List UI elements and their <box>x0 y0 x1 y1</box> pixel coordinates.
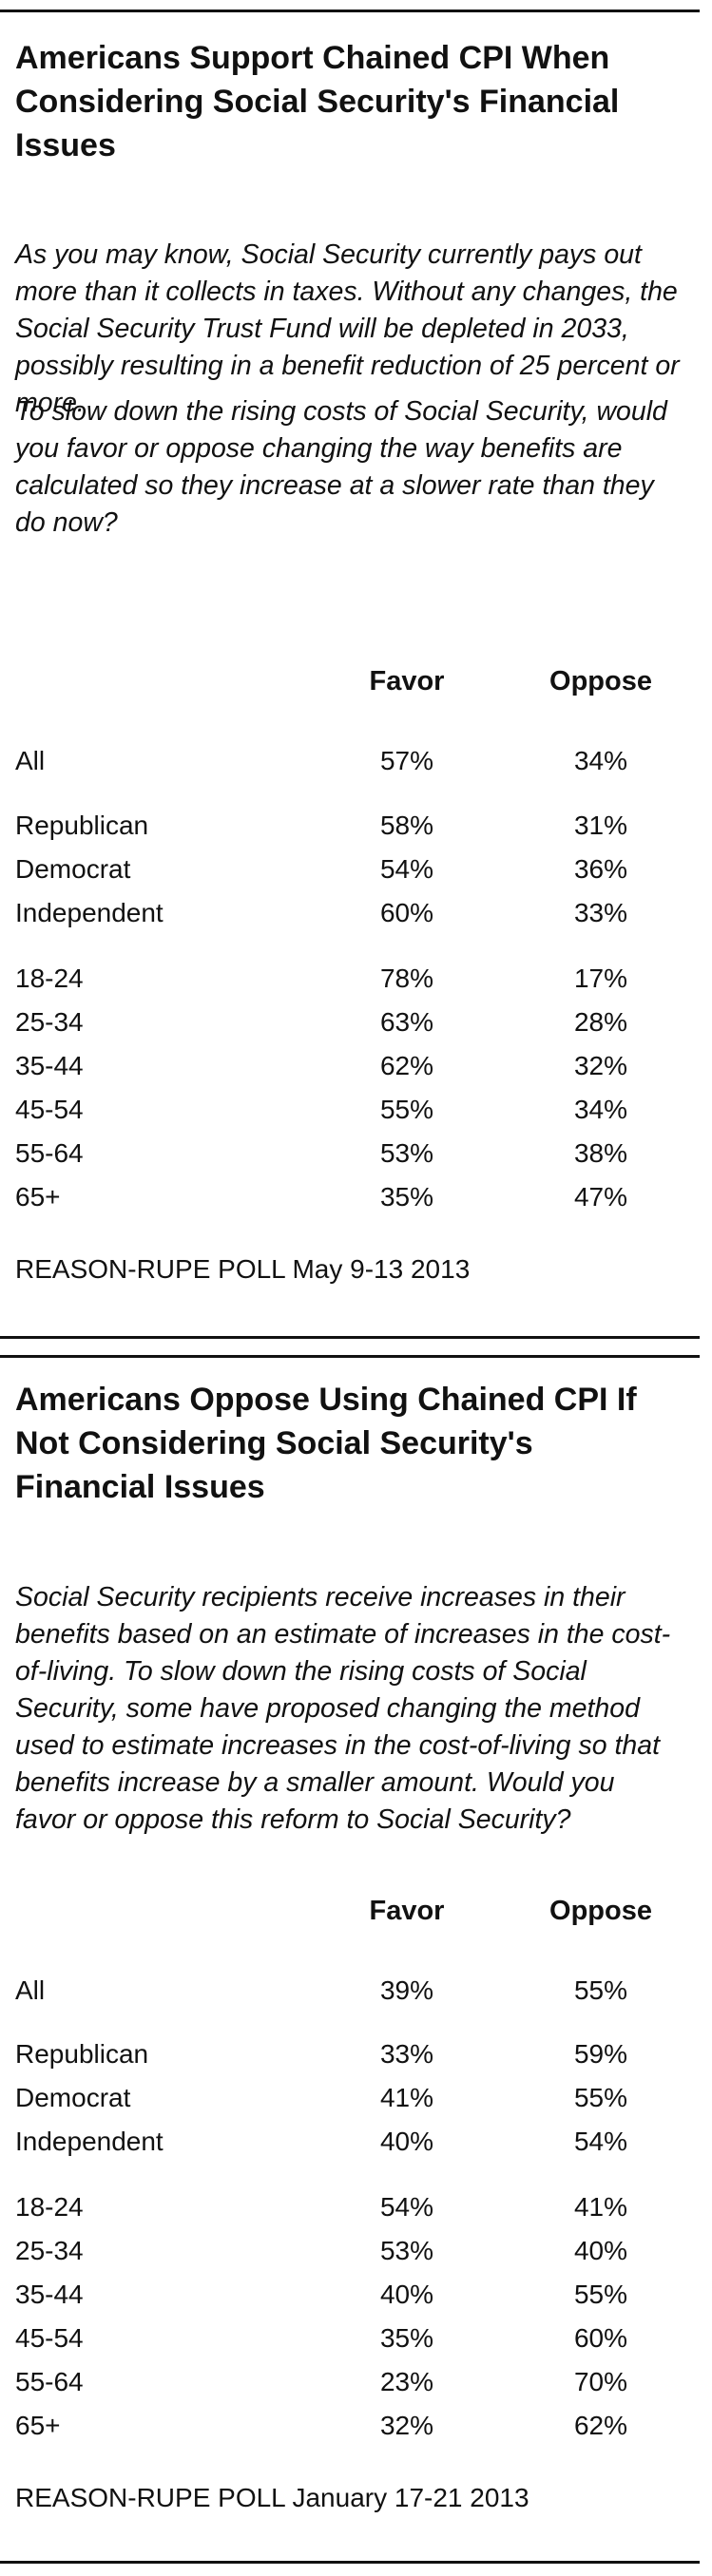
poll-source: REASON-RUPE POLL May 9-13 2013 <box>15 1254 471 1284</box>
favor-value: 35% <box>379 1182 434 1212</box>
row-label: 25-34 <box>15 2236 84 2265</box>
table-row: 35-44 62% 32% <box>0 1047 712 1085</box>
oppose-value: 47% <box>573 1182 628 1212</box>
table-row: 25-34 53% 40% <box>0 2232 712 2270</box>
bottom-rule-section-2 <box>0 2561 700 2564</box>
table-row: 55-64 23% 70% <box>0 2363 712 2401</box>
poll-source: REASON-RUPE POLL January 17-21 2013 <box>15 2483 529 2512</box>
favor-value: 53% <box>379 1138 434 1168</box>
table-row: 45-54 55% 34% <box>0 1091 712 1129</box>
favor-value: 32% <box>379 2411 434 2440</box>
row-label: 25-34 <box>15 1007 84 1037</box>
row-label: Republican <box>15 811 149 840</box>
favor-value: 62% <box>379 1051 434 1080</box>
favor-value: 60% <box>379 898 434 927</box>
favor-value: 40% <box>379 2127 434 2156</box>
poll-table-1: Americans Support Chained CPI When Consi… <box>0 12 712 1336</box>
oppose-value: 17% <box>573 964 628 993</box>
oppose-value: 60% <box>573 2323 628 2353</box>
table-title: Americans Support Chained CPI When Consi… <box>15 40 620 163</box>
top-rule-section-1 <box>0 10 700 12</box>
row-label: 65+ <box>15 1182 61 1212</box>
row-label: 35-44 <box>15 1051 84 1080</box>
favor-value: 58% <box>379 811 434 840</box>
table-row: Independent 60% 33% <box>0 894 712 932</box>
oppose-value: 31% <box>573 811 628 840</box>
row-label: Democrat <box>15 854 131 884</box>
question-paragraph: To slow down the rising costs of Social … <box>15 396 667 538</box>
oppose-value: 70% <box>573 2367 628 2396</box>
poll-table-2: Americans Oppose Using Chained CPI If No… <box>0 1358 712 2561</box>
favor-value: 63% <box>379 1007 434 1037</box>
oppose-value: 40% <box>573 2236 628 2265</box>
bottom-rule-section-1 <box>0 1336 700 1339</box>
oppose-value: 34% <box>573 746 628 775</box>
top-rule-section-2 <box>0 1355 700 1358</box>
table-row: 65+ 32% 62% <box>0 2407 712 2445</box>
table-row: 25-34 63% 28% <box>0 1003 712 1041</box>
table-row: 18-24 54% 41% <box>0 2188 712 2226</box>
favor-value: 53% <box>379 2236 434 2265</box>
favor-value: 41% <box>379 2083 434 2112</box>
favor-value: 78% <box>379 964 434 993</box>
favor-value: 57% <box>379 746 434 775</box>
favor-value: 54% <box>379 2192 434 2222</box>
table-row: 55-64 53% 38% <box>0 1135 712 1173</box>
row-label: 65+ <box>15 2411 61 2440</box>
favor-value: 54% <box>379 854 434 884</box>
table-row: Democrat 41% 55% <box>0 2079 712 2117</box>
column-header-favor: Favor <box>369 1896 445 1926</box>
oppose-value: 55% <box>573 2083 628 2112</box>
oppose-value: 55% <box>573 1975 628 2005</box>
row-label: Democrat <box>15 2083 131 2112</box>
table-row: 18-24 78% 17% <box>0 960 712 998</box>
oppose-value: 41% <box>573 2192 628 2222</box>
table-row: 45-54 35% 60% <box>0 2319 712 2357</box>
row-label: 55-64 <box>15 2367 84 2396</box>
table-title: Americans Oppose Using Chained CPI If No… <box>15 1382 637 1505</box>
favor-value: 35% <box>379 2323 434 2353</box>
row-label: 55-64 <box>15 1138 84 1168</box>
oppose-value: 62% <box>573 2411 628 2440</box>
oppose-value: 28% <box>573 1007 628 1037</box>
row-label: 18-24 <box>15 2192 84 2222</box>
favor-value: 40% <box>379 2280 434 2309</box>
oppose-value: 54% <box>573 2127 628 2156</box>
row-label: All <box>15 1975 46 2005</box>
oppose-value: 59% <box>573 2039 628 2069</box>
favor-value: 23% <box>379 2367 434 2396</box>
oppose-value: 34% <box>573 1095 628 1124</box>
question-paragraph: Social Security recipients receive incre… <box>15 1582 671 1835</box>
favor-value: 33% <box>379 2039 434 2069</box>
table-row: Independent 40% 54% <box>0 2123 712 2161</box>
table-row: 65+ 35% 47% <box>0 1178 712 1216</box>
favor-value: 55% <box>379 1095 434 1124</box>
table-row: Democrat 54% 36% <box>0 850 712 888</box>
row-label: Independent <box>15 2127 164 2156</box>
row-label: 18-24 <box>15 964 84 993</box>
row-label: Independent <box>15 898 164 927</box>
row-label: 45-54 <box>15 2323 84 2353</box>
row-label: 35-44 <box>15 2280 84 2309</box>
oppose-value: 38% <box>573 1138 628 1168</box>
oppose-value: 55% <box>573 2280 628 2309</box>
intro-paragraph: As you may know, Social Security current… <box>15 239 680 418</box>
table-row: All 57% 34% <box>0 742 712 780</box>
row-label: 45-54 <box>15 1095 84 1124</box>
favor-value: 39% <box>379 1975 434 2005</box>
column-header-oppose: Oppose <box>549 1896 652 1926</box>
row-label: Republican <box>15 2039 149 2069</box>
column-header-oppose: Oppose <box>549 666 652 696</box>
oppose-value: 33% <box>573 898 628 927</box>
table-row: 35-44 40% 55% <box>0 2276 712 2314</box>
column-header-favor: Favor <box>369 666 445 696</box>
oppose-value: 36% <box>573 854 628 884</box>
oppose-value: 32% <box>573 1051 628 1080</box>
table-row: All 39% 55% <box>0 1972 712 2010</box>
table-row: Republican 33% 59% <box>0 2035 712 2073</box>
row-label: All <box>15 746 46 775</box>
table-row: Republican 58% 31% <box>0 807 712 845</box>
